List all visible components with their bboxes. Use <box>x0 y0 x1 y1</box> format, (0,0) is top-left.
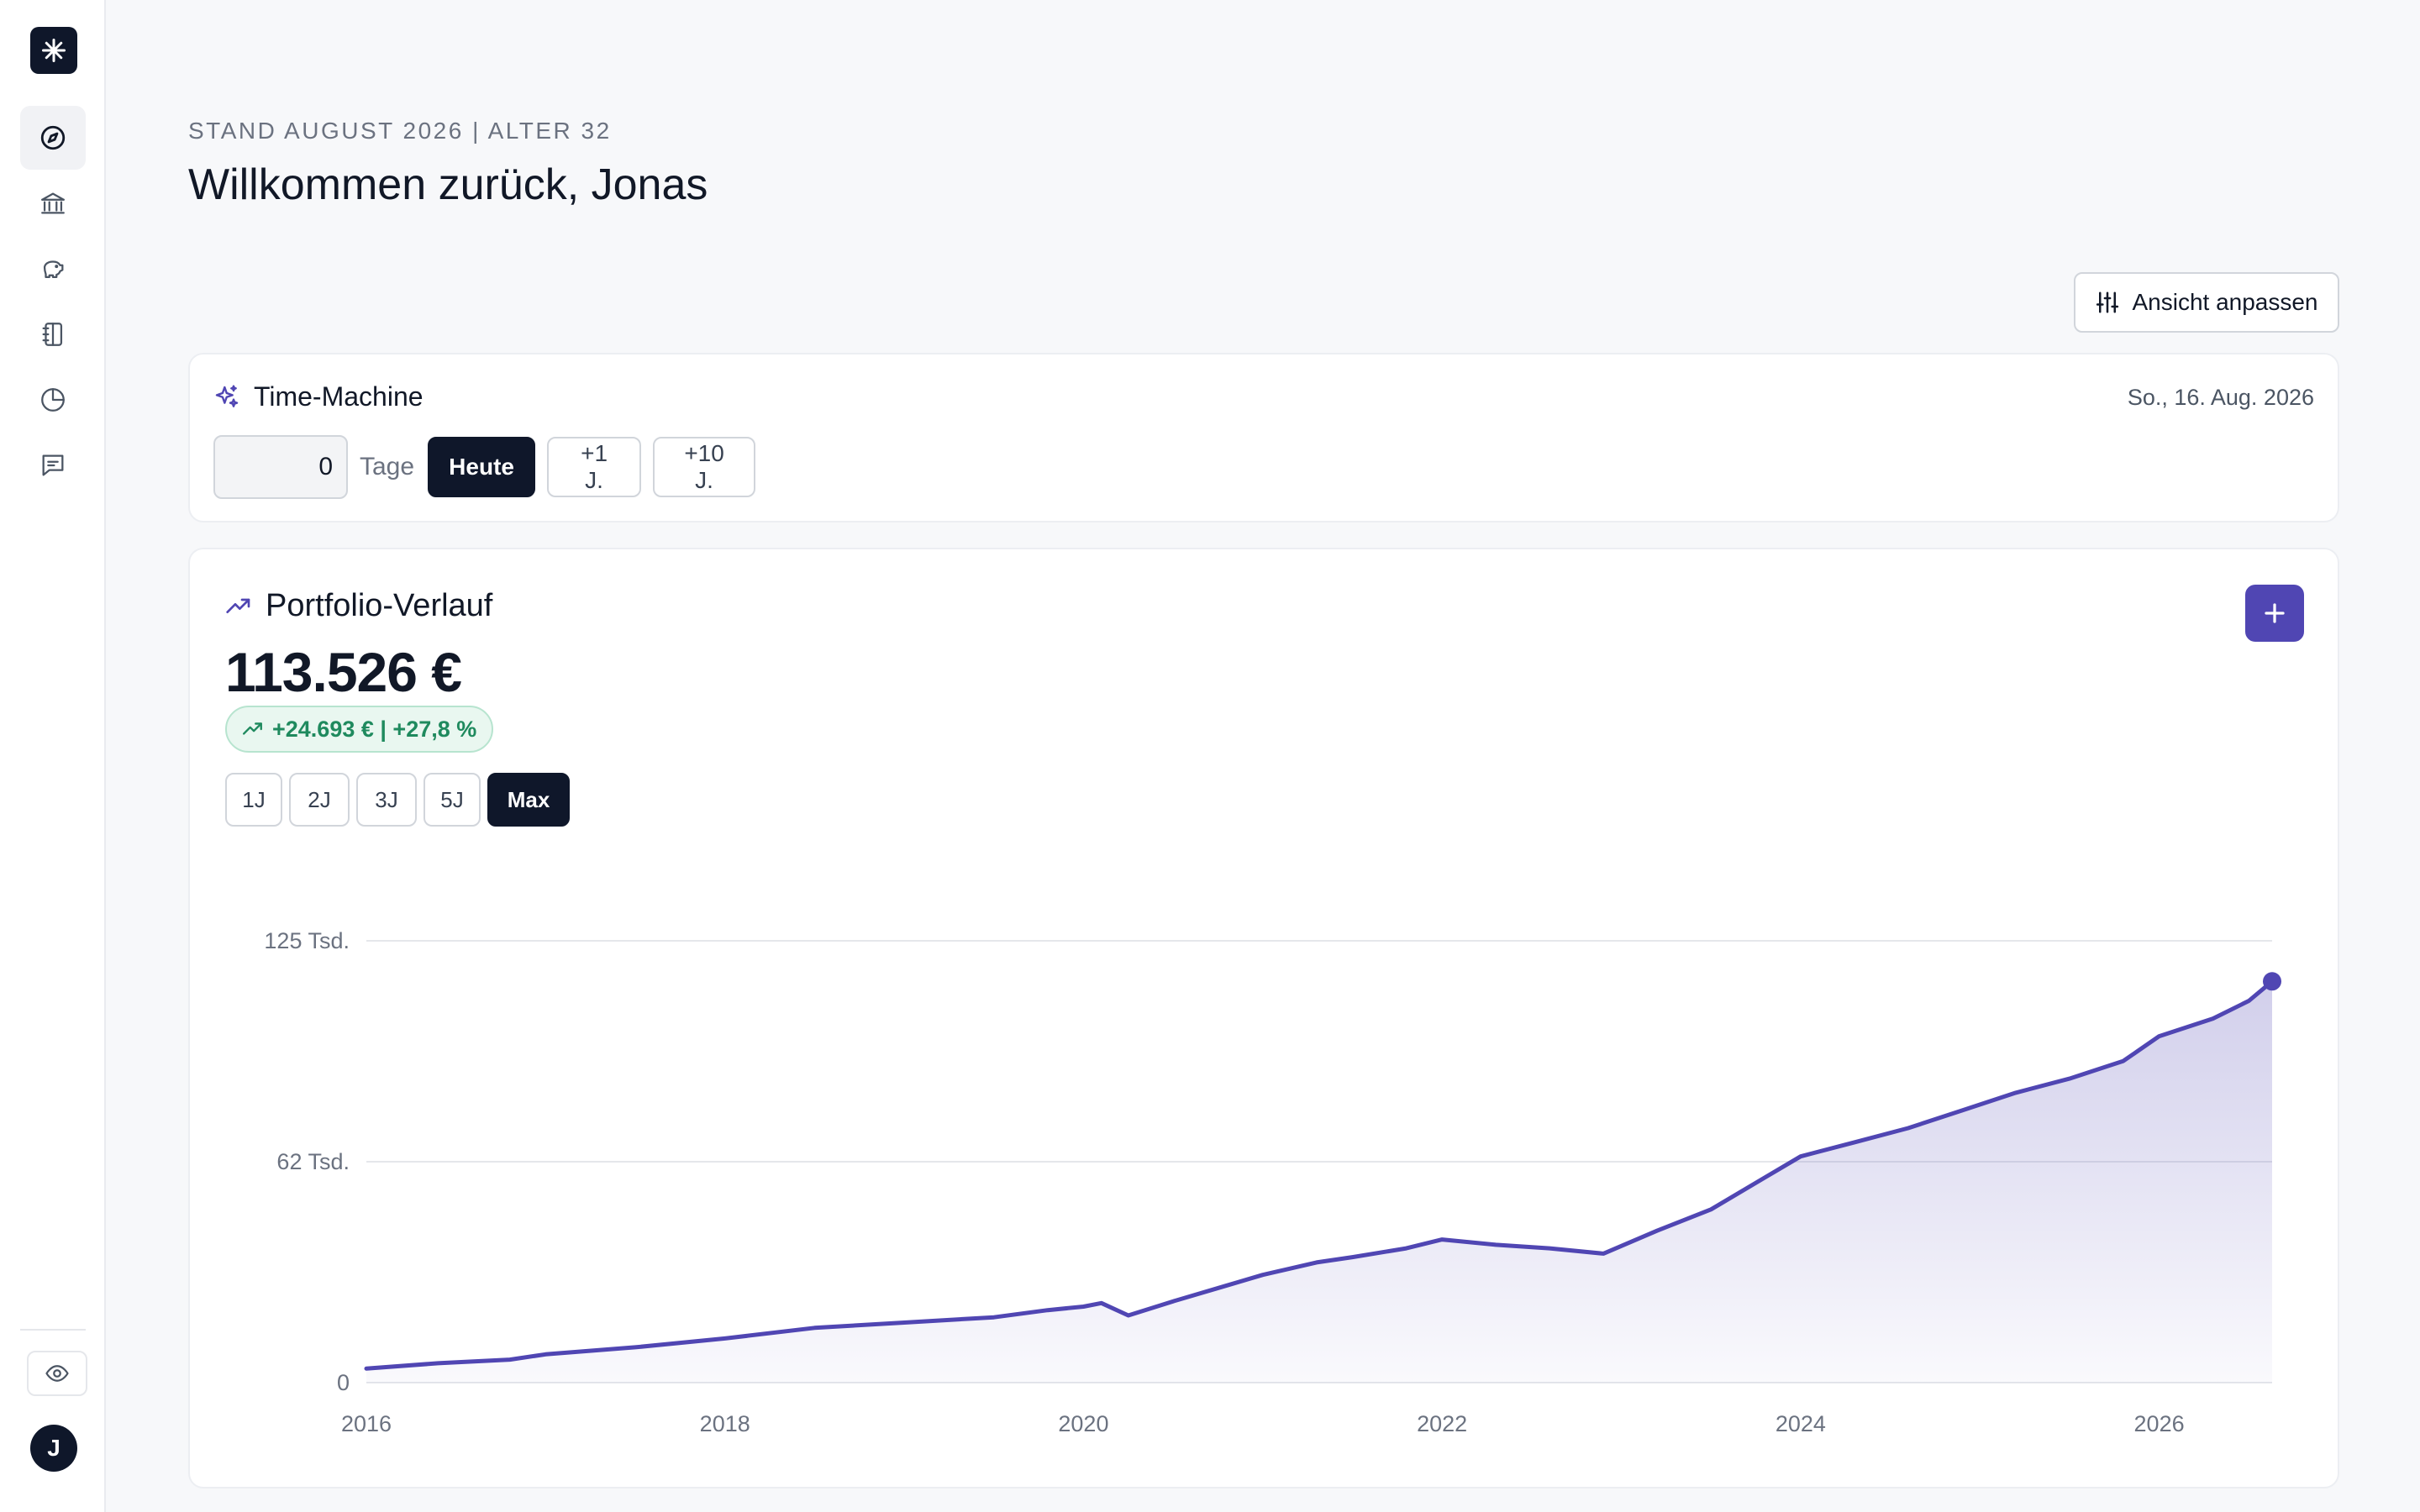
message-icon <box>42 454 64 476</box>
page-title: Willkommen zurück, Jonas <box>188 160 708 209</box>
x-tick-label: 2026 <box>2134 1411 2185 1436</box>
trending-up-icon <box>242 722 262 735</box>
x-tick-label: 2018 <box>700 1411 750 1436</box>
y-tick-label: 125 Tsd. <box>264 928 350 953</box>
x-tick-label: 2022 <box>1417 1411 1467 1436</box>
range-selector: 1J 2J 3J 5J Max <box>225 773 570 827</box>
compass-icon <box>40 125 66 150</box>
plus-icon <box>2265 603 2285 623</box>
piggy-bank-icon <box>43 260 64 279</box>
sidebar-item-messages[interactable] <box>20 433 86 497</box>
portfolio-line <box>364 979 2275 1371</box>
plus-one-year-button[interactable]: +1 J. <box>547 437 642 497</box>
days-offset-input[interactable] <box>213 435 348 499</box>
portfolio-title: Portfolio-Verlauf <box>266 588 493 623</box>
add-button[interactable] <box>2245 585 2304 642</box>
page-eyebrow: STAND AUGUST 2026 | ALTER 32 <box>188 118 612 144</box>
x-tick-label: 2024 <box>1776 1411 1826 1436</box>
customize-view-button[interactable]: Ansicht anpassen <box>2074 272 2339 333</box>
sidebar-item-dashboard[interactable] <box>20 106 86 170</box>
sidebar-item-savings[interactable] <box>20 237 86 301</box>
range-max-button[interactable]: Max <box>487 773 570 827</box>
sidebar-item-notebook[interactable] <box>20 302 86 366</box>
portfolio-chart: 0 62 Tsd. 125 Tsd. 2016 2018 2020 2022 2024 202… <box>264 928 2281 1436</box>
portfolio-card: Portfolio-Verlauf 113.526 € +24.693 € | … <box>188 548 2339 1488</box>
bank-icon <box>41 192 65 214</box>
range-1y-button[interactable]: 1J <box>225 773 282 827</box>
avatar[interactable]: J <box>30 1425 77 1472</box>
y-tick-label: 62 Tsd. <box>276 1149 350 1174</box>
portfolio-change-text: +24.693 € | +27,8 % <box>272 716 477 742</box>
portfolio-value: 113.526 € <box>225 641 462 703</box>
today-button[interactable]: Heute <box>428 437 536 497</box>
time-machine-card: Time-Machine So., 16. Aug. 2026 Tage Heu… <box>188 353 2339 522</box>
app-logo[interactable] <box>30 27 77 74</box>
x-tick-label: 2020 <box>1058 1411 1108 1436</box>
avatar-initial: J <box>47 1435 60 1461</box>
trending-up-icon <box>226 598 250 613</box>
range-2y-button[interactable]: 2J <box>289 773 350 827</box>
sidebar: J <box>0 0 106 1512</box>
days-label: Tage <box>360 453 415 480</box>
sliders-icon <box>2096 291 2119 313</box>
pie-chart-icon <box>41 388 65 412</box>
sidebar-divider <box>20 1329 86 1331</box>
y-tick-label: 0 <box>337 1370 350 1395</box>
current-value-point[interactable] <box>2263 972 2281 991</box>
portfolio-change-badge: +24.693 € | +27,8 % <box>225 706 494 753</box>
notebook-icon <box>42 323 63 346</box>
sidebar-item-reports[interactable] <box>20 368 86 432</box>
portfolio-area <box>366 981 2272 1383</box>
range-3y-button[interactable]: 3J <box>356 773 417 827</box>
x-tick-label: 2016 <box>341 1411 392 1436</box>
sidebar-item-accounts[interactable] <box>20 171 86 235</box>
range-5y-button[interactable]: 5J <box>424 773 481 827</box>
sparkles-icon <box>215 384 239 407</box>
time-machine-title: Time-Machine <box>254 381 424 412</box>
asterisk-icon <box>42 39 66 62</box>
privacy-toggle-button[interactable] <box>27 1351 87 1396</box>
customize-view-label: Ansicht anpassen <box>2132 289 2318 315</box>
plus-ten-years-button[interactable]: +10 J. <box>653 437 756 497</box>
time-machine-date: So., 16. Aug. 2026 <box>2127 385 2314 410</box>
eye-icon <box>45 1365 69 1382</box>
